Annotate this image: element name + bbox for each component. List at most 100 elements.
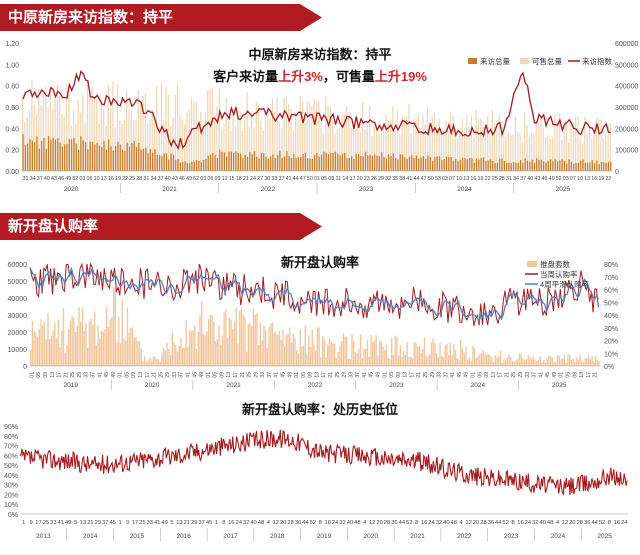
units-launched-bar (448, 355, 450, 366)
week-tick-label: 31 (143, 176, 149, 182)
week-tick-label: 11 (336, 176, 342, 182)
week-tick-label: 8 (608, 520, 611, 526)
week-tick-label: 13 (314, 372, 320, 378)
units-launched-bar (380, 341, 383, 366)
visits-bar (221, 151, 223, 171)
week-tick-label: 25 (492, 176, 498, 182)
week-tick-label: 41 (58, 520, 64, 526)
inventory-bar (56, 84, 58, 171)
chart-visit-index: 0.00 0.20 0.40 0.60 0.80 1.00 1.20 0 100000 20000… (5, 41, 638, 193)
inventory-bar (392, 105, 394, 171)
week-tick-label: 25 (129, 176, 135, 182)
units-launched-bar (278, 330, 281, 366)
units-launched-bar (321, 336, 324, 366)
units-launched-bar (99, 338, 101, 366)
units-launched-bar (182, 347, 184, 366)
week-tick-label: 49 (65, 520, 71, 526)
units-launched-bar (399, 345, 402, 366)
units-launched-bar (175, 345, 177, 366)
week-tick-label: 09 (484, 372, 490, 378)
visits-bar (228, 151, 230, 171)
units-launched-bar (520, 354, 522, 366)
week-tick-label: 40 (527, 176, 533, 182)
legend-label: 来访指数 (582, 56, 612, 66)
units-launched-bar (176, 351, 179, 366)
week-tick-label: 35 (392, 176, 398, 182)
visits-bar (582, 159, 584, 171)
week-tick-label: 44 (414, 176, 420, 182)
visits-bar (253, 151, 256, 171)
week-tick-label: 17 (57, 372, 63, 378)
y-left-tick-label: 20000 (8, 330, 28, 337)
visits-bar (152, 152, 154, 171)
inventory-bar (313, 98, 315, 171)
week-tick-label: 17 (586, 372, 592, 378)
units-launched-bar (64, 352, 66, 366)
visits-bar (304, 152, 307, 171)
week-tick-label: 5 (170, 520, 173, 526)
week-tick-label: 8 (511, 520, 514, 526)
units-launched-bar (403, 350, 405, 366)
units-launched-bar (415, 342, 417, 366)
visits-bar (369, 154, 371, 171)
visits-bar (43, 137, 45, 171)
units-launched-bar (567, 354, 569, 366)
visits-bar (418, 158, 420, 171)
visits-bar (378, 156, 381, 171)
units-launched-bar (273, 333, 275, 366)
inventory-bar (482, 126, 484, 171)
visits-bar (117, 141, 119, 171)
inventory-bar (77, 99, 79, 171)
visits-bar (427, 155, 429, 171)
inventory-bar (325, 96, 327, 171)
units-launched-bar (555, 362, 557, 366)
units-launched-bar (574, 361, 576, 366)
y-left-tick-label: 0.20 (5, 148, 19, 155)
units-launched-bar (275, 331, 277, 366)
units-launched-bar (546, 358, 548, 366)
year-label: 2014 (83, 533, 98, 540)
inventory-bar (318, 100, 320, 171)
inventory-bar (220, 128, 223, 171)
week-tick-label: 46 (541, 176, 547, 182)
inventory-bar (362, 102, 364, 171)
y-right-tick-label: 600000 (615, 41, 638, 48)
y-left-tick-label: 0 (23, 364, 27, 371)
visits-bar (121, 149, 124, 171)
y-left-tick-label: 0.60 (5, 105, 19, 112)
inventory-bar (68, 94, 70, 171)
units-launched-bar (211, 314, 213, 366)
visits-bar (325, 152, 327, 171)
week-tick-label: 09 (131, 372, 137, 378)
visits-bar (600, 161, 603, 171)
visits-bar (133, 140, 135, 171)
week-tick-label: 44 (399, 520, 406, 526)
legend-swatch (468, 58, 477, 64)
inventory-bar (264, 117, 267, 171)
units-launched-bar (144, 356, 146, 366)
units-launched-bar (378, 340, 381, 366)
inventory-bar (424, 124, 426, 171)
units-launched-bar (145, 361, 148, 366)
inventory-bar (338, 127, 341, 171)
visits-bar (388, 154, 390, 171)
visits-bar (242, 158, 244, 171)
units-launched-bar (130, 328, 132, 366)
week-tick-label: 17 (498, 372, 504, 378)
week-tick-label: 29 (518, 372, 524, 378)
week-tick-label: 32 (339, 520, 345, 526)
units-launched-bar (221, 335, 224, 366)
week-tick-label: 16 (614, 520, 620, 526)
week-tick-label: 41 (362, 372, 368, 378)
inventory-bar (396, 109, 399, 171)
inventory-bar (454, 129, 456, 171)
units-launched-bar (195, 348, 198, 366)
inventory-bar (489, 136, 491, 171)
units-launched-bar (416, 346, 419, 366)
week-tick-label: 09 (43, 372, 49, 378)
inventory-bar (494, 123, 496, 171)
visits-bar (249, 152, 251, 171)
visits-bar (330, 152, 332, 171)
visits-bar (603, 162, 605, 171)
visits-bar (311, 158, 313, 171)
